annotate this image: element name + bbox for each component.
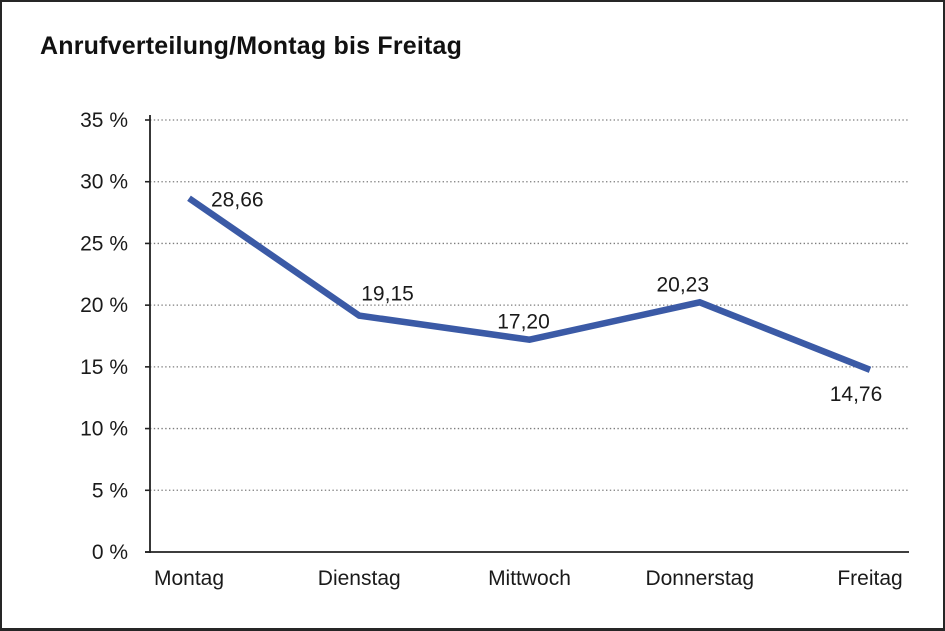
y-axis-label: 35 %: [80, 109, 128, 132]
y-axis-label: 15 %: [80, 356, 128, 379]
series: [187, 195, 872, 373]
x-category-label: Freitag: [837, 567, 902, 590]
axes: [145, 115, 909, 553]
x-category-label: Dienstag: [318, 567, 401, 590]
y-axis-label: 0 %: [92, 541, 128, 564]
data-point-label: 20,23: [656, 273, 709, 296]
y-axis-labels: 35 % 30 % 25 % 20 % 15 % 10 % 5 % 0 %: [80, 109, 128, 564]
x-category-label: Montag: [154, 567, 224, 590]
x-category-label: Donnerstag: [645, 567, 754, 590]
y-axis-label: 20 %: [80, 294, 128, 317]
data-point-label: 28,66: [211, 188, 264, 211]
data-point-label: 17,20: [497, 311, 550, 334]
gridlines: [150, 119, 908, 491]
y-axis-label: 30 %: [80, 171, 128, 194]
y-axis-label: 25 %: [80, 232, 128, 255]
y-axis-label: 10 %: [80, 418, 128, 441]
data-point-label: 14,76: [830, 383, 883, 406]
x-category-label: Mittwoch: [488, 567, 571, 590]
y-axis-label: 5 %: [92, 479, 128, 502]
series-polyline: [187, 195, 872, 373]
x-axis-labels: Montag Dienstag Mittwoch Donnerstag Freitag: [154, 567, 903, 590]
chart-title: Anrufverteilung/Montag bis Freitag: [40, 32, 463, 60]
y-axis-ticks: [145, 119, 150, 553]
data-labels: 28,66 19,15 17,20 20,23 14,76: [211, 188, 882, 406]
data-point-label: 19,15: [361, 283, 414, 306]
